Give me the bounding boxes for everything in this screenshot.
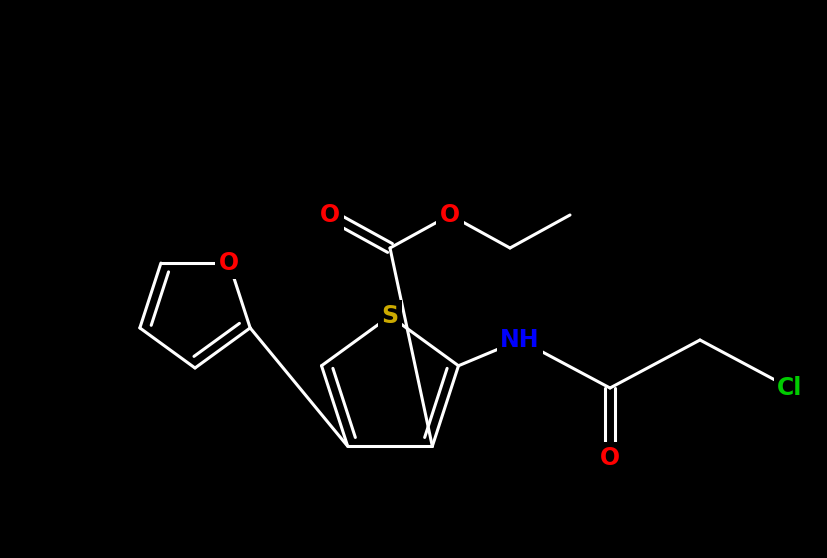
Text: O: O: [440, 203, 460, 227]
Text: NH: NH: [500, 328, 540, 352]
Text: O: O: [219, 251, 239, 275]
Text: S: S: [381, 304, 399, 328]
Text: O: O: [600, 446, 620, 470]
Text: Cl: Cl: [777, 376, 803, 400]
Text: O: O: [320, 203, 340, 227]
